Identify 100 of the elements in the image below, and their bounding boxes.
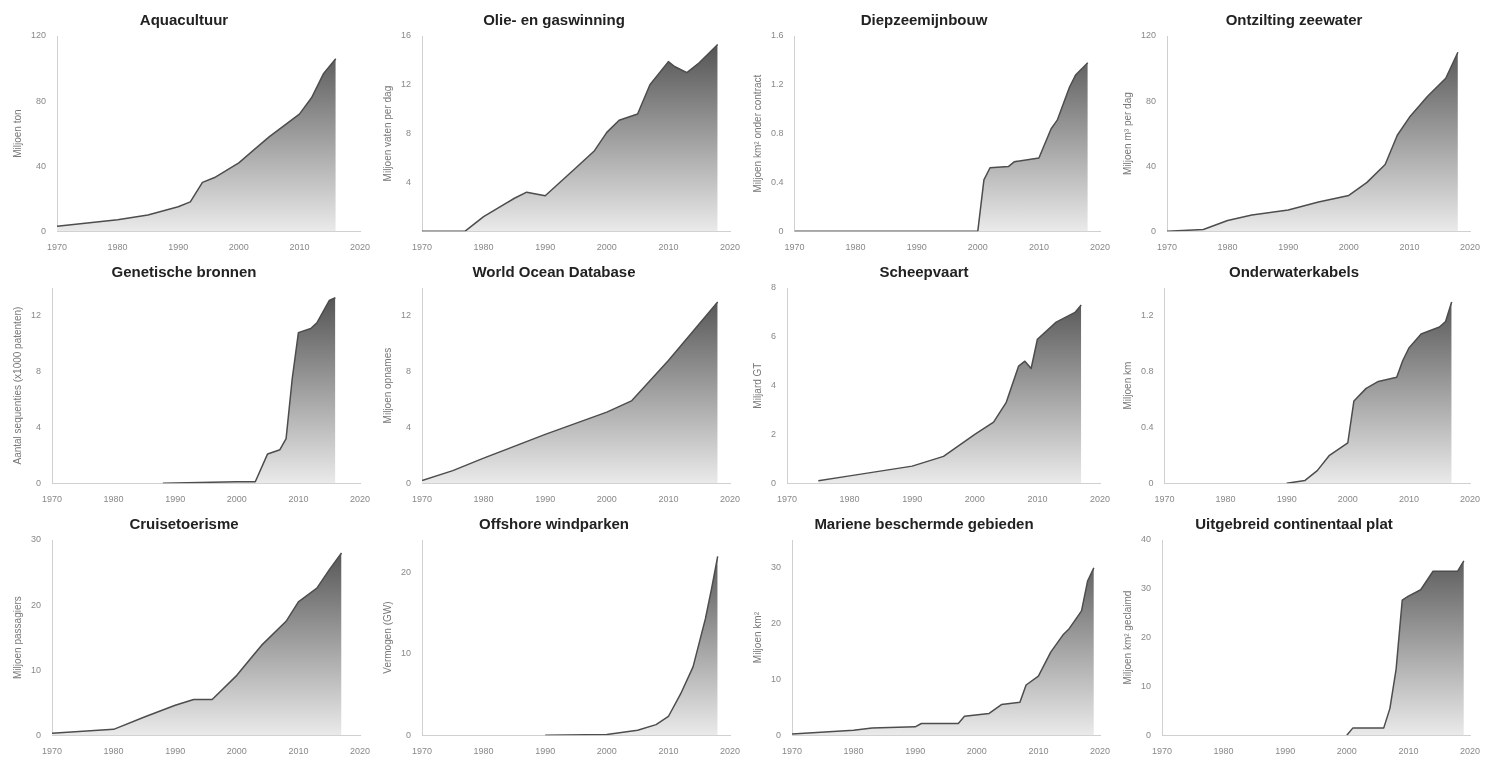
y-tick-label: 20 [771, 618, 782, 629]
y-axis-title: Miljoen km [1121, 361, 1133, 410]
y-tick-label: 0 [406, 477, 412, 488]
chart-title: Uitgebreid continentaal plat [1195, 515, 1393, 533]
y-tick-label: 30 [1141, 583, 1152, 594]
chart-title: Aquacultuur [139, 11, 229, 29]
x-tick-label: 2010 [1027, 494, 1048, 505]
x-tick-label: 2020 [349, 746, 371, 757]
y-tick-label: 6 [770, 331, 777, 342]
y-tick-label: 80 [36, 95, 47, 106]
y-tick-label: 20 [31, 599, 42, 610]
y-tick-label: 12 [31, 310, 42, 321]
x-tick-label: 1970 [412, 746, 433, 757]
chart-title: World Ocean Database [472, 263, 636, 281]
x-tick-label: 1980 [107, 242, 128, 253]
x-tick-label: 1970 [784, 242, 805, 253]
chart-title: Olie- en gaswinning [483, 11, 625, 29]
y-axis-title: Vermogen (GW) [381, 601, 393, 674]
chart-title: Onderwaterkabels [1228, 263, 1360, 281]
y-tick-label: 0 [406, 729, 412, 740]
x-tick-label: 2020 [1089, 242, 1111, 253]
y-axis-title: Miljoen ton [11, 109, 23, 158]
y-tick-label: 0 [36, 729, 42, 740]
y-tick-label: 12 [401, 310, 412, 321]
y-tick-label: 20 [1141, 632, 1152, 643]
x-tick-label: 2000 [596, 242, 617, 253]
y-tick-label: 0 [776, 729, 782, 740]
x-tick-label: 2000 [966, 746, 987, 757]
x-tick-label: 2000 [967, 242, 988, 253]
x-tick-label: 1990 [1275, 746, 1296, 757]
x-tick-label: 1990 [906, 242, 927, 253]
y-tick-label: 10 [771, 673, 782, 684]
x-tick-label: 2010 [658, 242, 679, 253]
y-axis-title: Miljoen km² [751, 611, 763, 664]
x-tick-label: 2000 [226, 494, 247, 505]
y-tick-label: 16 [401, 30, 412, 41]
x-tick-label: 1990 [535, 242, 556, 253]
y-tick-label: 0 [1151, 225, 1157, 236]
x-tick-label: 2000 [1336, 746, 1357, 757]
y-axis-title: Miljoen km² onder contract [751, 74, 763, 193]
y-tick-label: 0 [1148, 477, 1154, 488]
y-axis-title: Miljoen vaten per dag [381, 85, 393, 182]
y-axis-title: Miljoen km² geclaimd [1121, 590, 1133, 685]
chart-title: Ontzilting zeewater [1225, 11, 1363, 29]
x-tick-label: 2000 [596, 746, 617, 757]
x-tick-label: 1970 [1152, 746, 1173, 757]
x-tick-label: 2000 [226, 746, 247, 757]
y-tick-label: 40 [1146, 160, 1157, 171]
x-tick-label: 1980 [1213, 746, 1234, 757]
y-tick-label: 0 [770, 477, 777, 488]
y-tick-label: 0.8 [771, 128, 784, 139]
y-tick-label: 4 [770, 380, 777, 391]
x-tick-label: 1970 [776, 494, 798, 505]
x-tick-label: 2010 [288, 494, 309, 505]
y-tick-label: 10 [1141, 680, 1152, 691]
y-axis-title: Miljoen m³ per dag [1121, 92, 1133, 176]
x-tick-label: 1970 [42, 746, 63, 757]
x-tick-label: 1990 [902, 494, 923, 505]
x-tick-label: 2000 [964, 494, 985, 505]
x-tick-label: 2020 [1459, 242, 1481, 253]
x-tick-label: 2020 [719, 746, 741, 757]
chart-title: Scheepvaart [879, 263, 969, 281]
y-tick-label: 8 [770, 282, 777, 293]
y-tick-label: 30 [31, 534, 42, 545]
y-tick-label: 0 [1146, 729, 1152, 740]
x-tick-label: 1980 [473, 242, 494, 253]
y-tick-label: 80 [1146, 95, 1157, 106]
x-tick-label: 1990 [905, 746, 926, 757]
x-tick-label: 2010 [1398, 494, 1419, 505]
x-tick-label: 2010 [1398, 746, 1419, 757]
y-axis-title: Miljard GT [751, 362, 763, 409]
y-tick-label: 0.8 [1141, 366, 1154, 377]
x-tick-label: 2010 [658, 746, 679, 757]
x-tick-label: 1970 [412, 494, 433, 505]
y-tick-label: 2 [770, 428, 777, 439]
y-tick-label: 40 [36, 160, 47, 171]
y-tick-label: 10 [401, 648, 412, 659]
x-tick-label: 2010 [1399, 242, 1420, 253]
x-tick-label: 2010 [289, 242, 310, 253]
y-tick-label: 0.4 [771, 176, 784, 187]
x-tick-label: 1990 [168, 242, 189, 253]
x-tick-label: 1980 [1217, 242, 1238, 253]
x-tick-label: 2000 [596, 494, 617, 505]
y-tick-label: 8 [36, 366, 42, 377]
x-tick-label: 2020 [1089, 494, 1111, 505]
x-tick-label: 1980 [473, 494, 494, 505]
x-tick-label: 2020 [1089, 746, 1111, 757]
x-tick-label: 1970 [1157, 242, 1178, 253]
y-tick-label: 40 [1141, 534, 1152, 545]
chart-title: Offshore windparken [478, 515, 630, 533]
x-tick-label: 1990 [1278, 242, 1299, 253]
y-tick-label: 4 [36, 421, 42, 432]
y-tick-label: 8 [406, 366, 412, 377]
y-tick-label: 0 [778, 225, 784, 236]
x-tick-label: 2010 [288, 746, 309, 757]
chart-title: Diepzeemijnbouw [860, 11, 988, 29]
chart-title: Mariene beschermde gebieden [814, 515, 1034, 533]
y-tick-label: 10 [31, 664, 42, 675]
x-tick-label: 2020 [1459, 746, 1481, 757]
x-tick-label: 2020 [719, 494, 741, 505]
